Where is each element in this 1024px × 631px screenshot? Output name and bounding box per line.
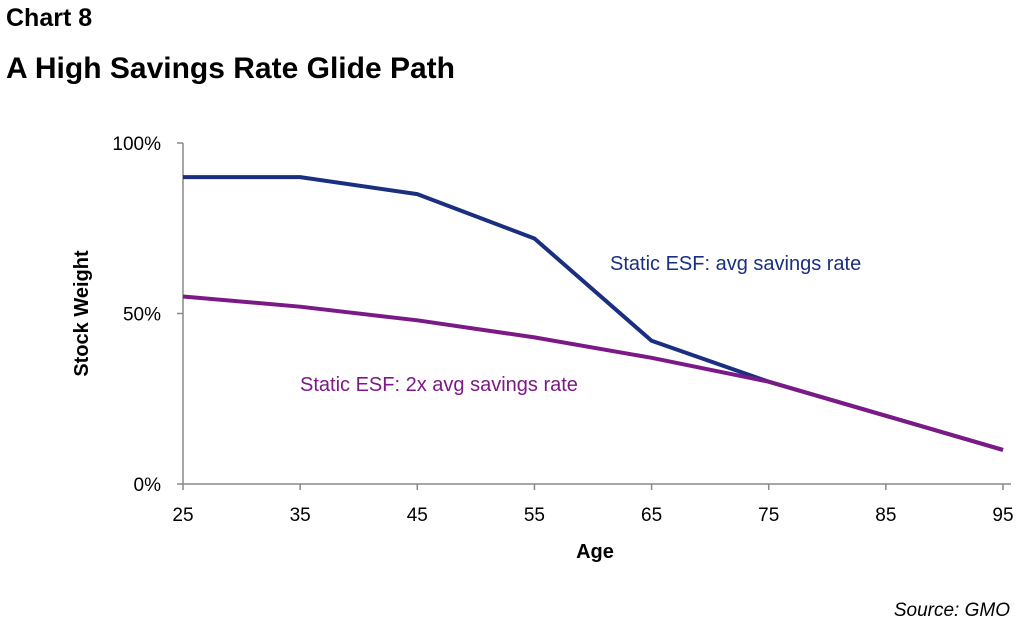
series-lines	[182, 175, 1004, 452]
tick-labels: 0% 50% 100% 25 35 45 55 65 75 85 95	[112, 134, 1013, 526]
line-chart: 0% 50% 100% 25 35 45 55 65 75 85 95 Static ESF: av…	[71, 134, 1014, 563]
x-tick-label: 45	[407, 505, 428, 526]
x-tick-label: 95	[992, 505, 1013, 526]
x-tick-label: 85	[875, 505, 896, 526]
series-line	[182, 294, 1004, 452]
axes	[177, 142, 1011, 490]
x-tick-label: 25	[172, 505, 193, 526]
x-axis-title: Age	[576, 541, 614, 563]
source-note: Source: GMO	[893, 600, 1010, 621]
x-tick-label: 35	[290, 505, 311, 526]
x-tick-label: 75	[758, 505, 779, 526]
y-tick-label: 100%	[112, 134, 161, 155]
x-tick-label: 65	[641, 505, 662, 526]
series-labels: Static ESF: avg savings rate Static ESF: …	[300, 253, 861, 396]
y-tick-label: 0%	[134, 475, 162, 496]
chart-number: Chart 8	[6, 4, 93, 32]
series-label: Static ESF: 2x avg savings rate	[300, 374, 578, 396]
y-tick-label: 50%	[123, 305, 161, 326]
x-tick-label: 55	[524, 505, 545, 526]
series-line	[183, 175, 1004, 452]
y-axis-title: Stock Weight	[71, 250, 93, 377]
series-label: Static ESF: avg savings rate	[610, 253, 861, 275]
chart-title: A High Savings Rate Glide Path	[6, 52, 455, 85]
